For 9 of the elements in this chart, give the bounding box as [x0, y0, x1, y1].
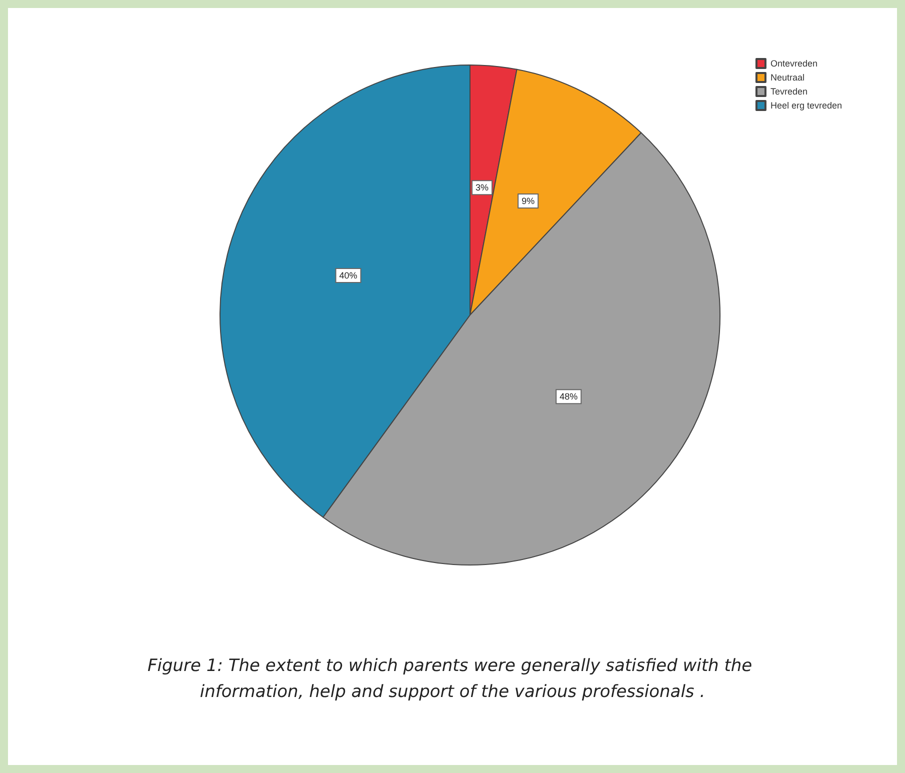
legend-label: Ontevreden — [770, 58, 818, 68]
legend-label: Heel erg tevreden — [770, 100, 842, 110]
data-label: 40% — [339, 270, 358, 280]
legend-label: Neutraal — [770, 72, 804, 82]
data-label: 48% — [560, 392, 578, 402]
data-label: 3% — [476, 182, 489, 193]
legend-label: Tevreden — [770, 86, 808, 96]
data-label: 9% — [522, 196, 535, 206]
text: Figure 1: The extent to which parents were generally satisfied with the information, help and support of the various professionals . — [147, 656, 758, 702]
